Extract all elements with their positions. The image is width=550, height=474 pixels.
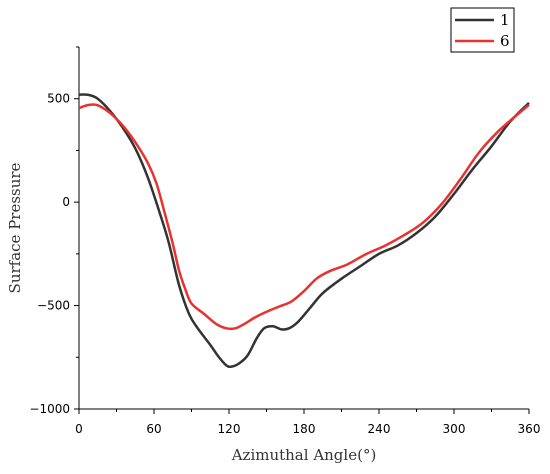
x-tick-label: 60	[146, 422, 161, 436]
x-tick-label: 300	[443, 422, 466, 436]
y-tick-label: −1000	[29, 402, 70, 416]
legend-label-6: 6	[500, 32, 510, 50]
x-tick-label: 180	[293, 422, 316, 436]
legend-box	[450, 7, 515, 53]
x-axis-title: Azimuthal Angle(°)	[231, 446, 377, 464]
series-group	[78, 93, 530, 369]
x-tick-label: 120	[218, 422, 241, 436]
series-line-1	[78, 93, 530, 369]
x-tick-label: 240	[368, 422, 391, 436]
x-tick-label: 0	[75, 422, 83, 436]
y-tick-label: 0	[62, 195, 70, 209]
y-tick-label: −500	[37, 299, 70, 313]
legend: 1 6	[450, 7, 515, 53]
x-ticks: 0 60 120 180 240 300 360	[75, 409, 540, 436]
legend-label-1: 1	[500, 11, 510, 29]
y-ticks: 500 0 −500 −1000	[29, 46, 79, 416]
y-tick-label: 500	[47, 92, 70, 106]
x-tick-label: 360	[518, 422, 541, 436]
series-line-6	[78, 103, 530, 331]
y-axis-title: Surface Pressure	[6, 162, 24, 293]
